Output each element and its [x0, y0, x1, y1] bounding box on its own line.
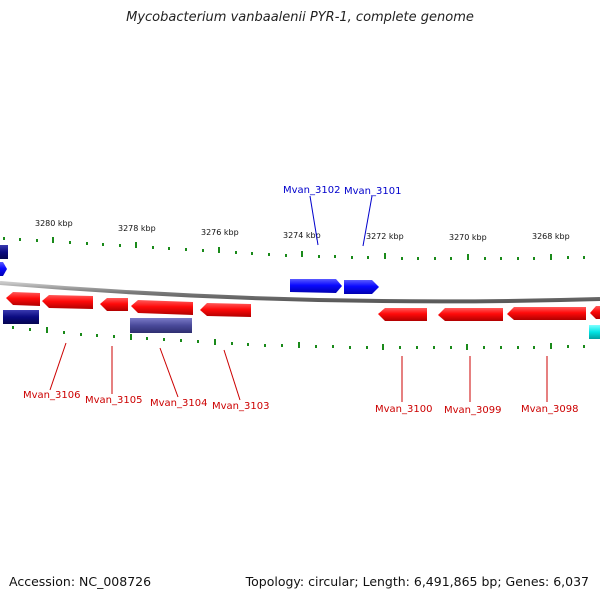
gene-cyan-right-edge[interactable] [589, 325, 600, 339]
scale-label-3272: 3272 kbp [366, 232, 404, 241]
label-mvan-3105[interactable]: Mvan_3105 [85, 395, 142, 406]
label-mvan-3098[interactable]: Mvan_3098 [521, 404, 578, 415]
genome-backbone [0, 281, 600, 304]
scale-label-3274: 3274 kbp [283, 231, 321, 240]
leader-mvan-3101 [362, 195, 373, 247]
genome-title: Mycobacterium vanbaalenii PYR-1, complet… [126, 10, 474, 25]
upper-tick-row [3, 237, 585, 260]
scale-label-3280: 3280 kbp [35, 219, 73, 228]
gene-mvan-3103[interactable] [200, 303, 251, 317]
leader-mvan-3104 [159, 347, 179, 398]
label-mvan-3102[interactable]: Mvan_3102 [283, 185, 340, 196]
gene-mvan-3104[interactable] [131, 300, 193, 315]
label-mvan-3103[interactable]: Mvan_3103 [212, 401, 269, 412]
gene-left-edge-blue-arrow[interactable] [0, 262, 7, 276]
accession-text: Accession: NC_008726 [9, 574, 152, 589]
leader-mvan-3102 [309, 195, 319, 246]
gene-left-edge-dark-top[interactable] [0, 245, 8, 259]
scale-label-3278: 3278 kbp [118, 224, 156, 233]
leader-mvan-3103 [223, 349, 241, 401]
label-mvan-3099[interactable]: Mvan_3099 [444, 405, 501, 416]
label-mvan-3106[interactable]: Mvan_3106 [23, 390, 80, 401]
scale-label-3268: 3268 kbp [532, 232, 570, 241]
gene-mvan-3102[interactable] [290, 279, 342, 293]
scale-label-3270: 3270 kbp [449, 233, 487, 242]
gene-dark-blue-lower[interactable] [3, 310, 39, 324]
gene-mvan-3101[interactable] [344, 280, 379, 294]
leader-mvan-3106 [49, 342, 67, 391]
gene-mvan-3098[interactable] [507, 307, 586, 320]
label-mvan-3101[interactable]: Mvan_3101 [344, 186, 401, 197]
gene-right-edge-red[interactable] [590, 306, 600, 319]
label-mvan-3104[interactable]: Mvan_3104 [150, 398, 207, 409]
gene-mvan-3106[interactable] [6, 292, 40, 306]
genome-info-text: Topology: circular; Length: 6,491,865 bp… [245, 574, 589, 589]
gene-mvan-3100[interactable] [378, 308, 427, 321]
gene-purple-lower[interactable] [130, 318, 192, 333]
gene-mvan-3104-part[interactable] [100, 298, 128, 311]
gene-mvan-3099[interactable] [438, 308, 503, 321]
lower-tick-row [12, 326, 585, 350]
label-mvan-3100[interactable]: Mvan_3100 [375, 404, 432, 415]
gene-mvan-3105[interactable] [42, 295, 93, 309]
scale-label-3276: 3276 kbp [201, 228, 239, 237]
